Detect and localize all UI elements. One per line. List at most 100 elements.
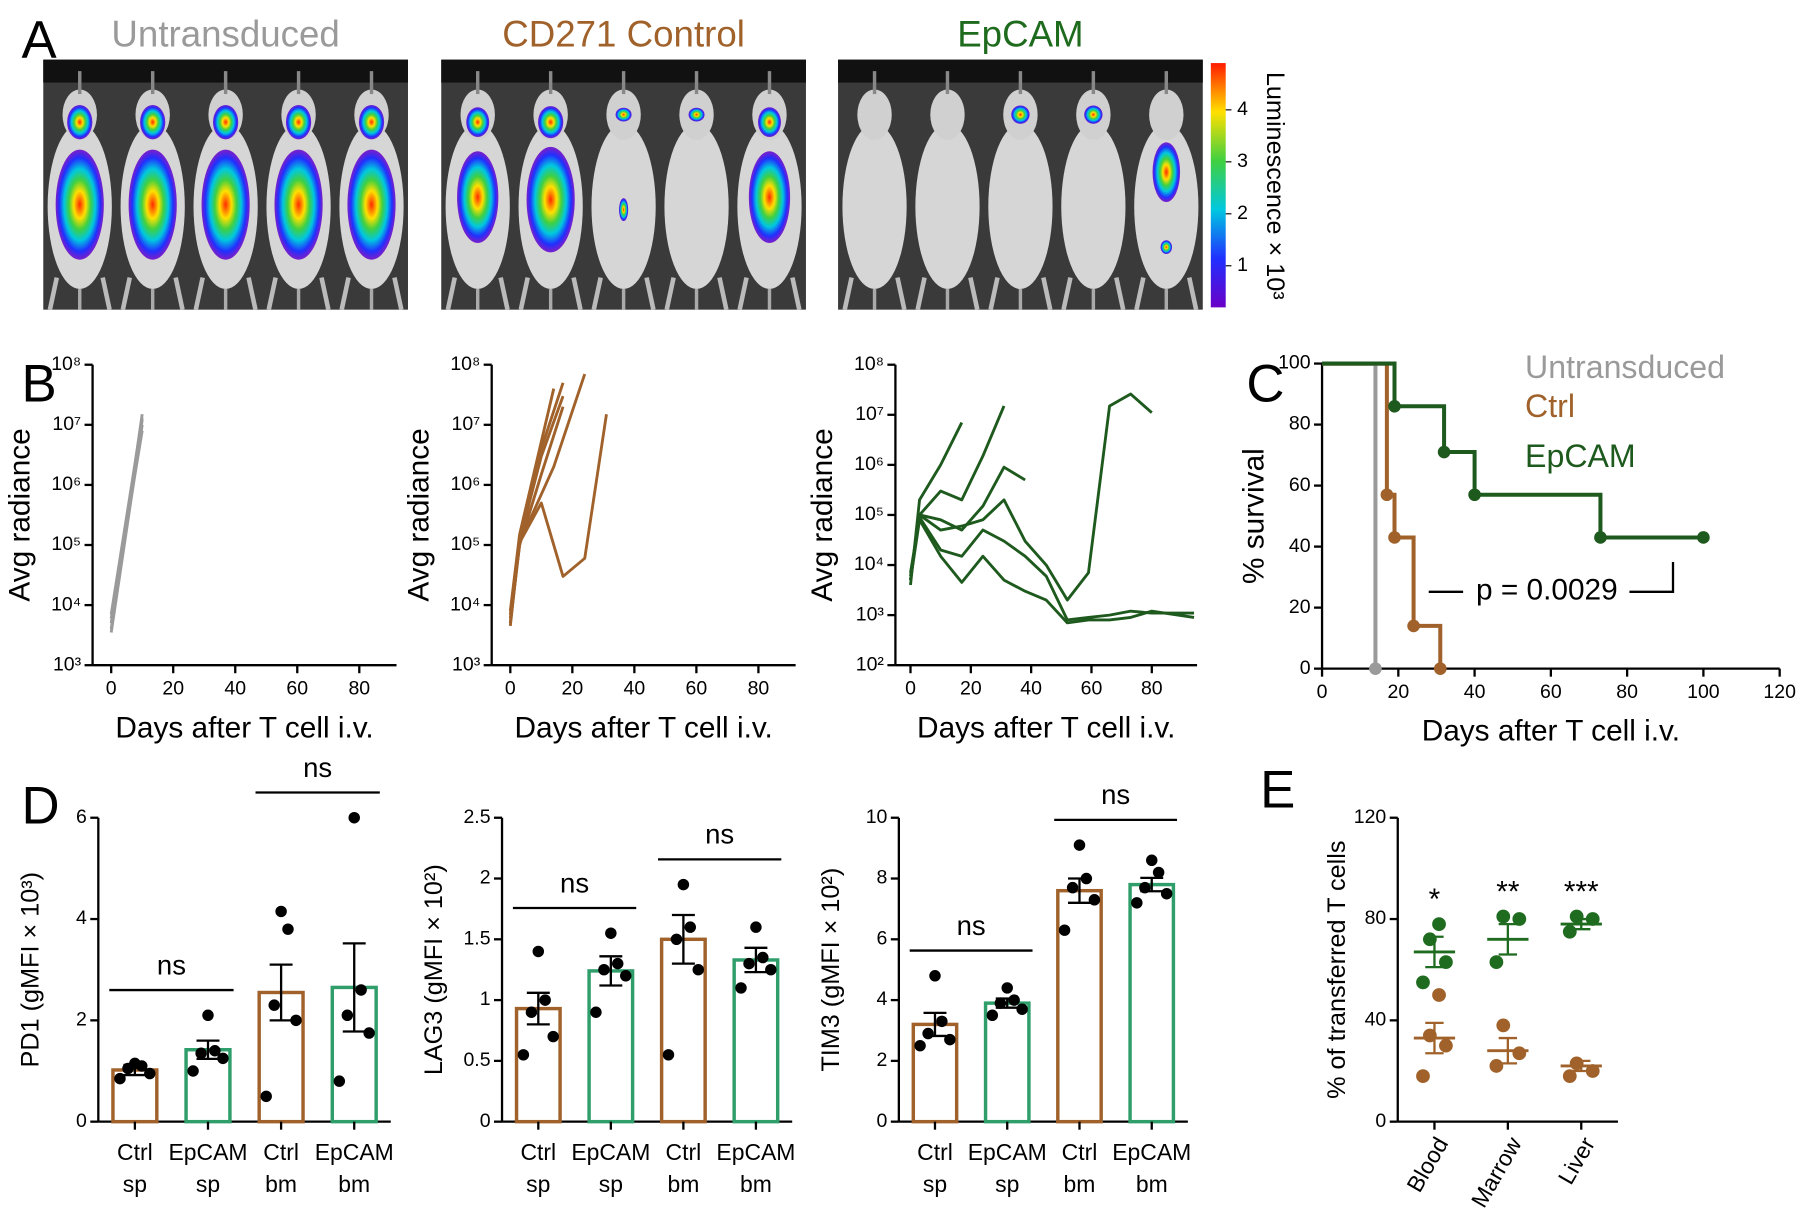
y-tick-label: 10³ (856, 603, 885, 625)
signal (619, 198, 629, 222)
annotation: p = 0.0029 (1476, 574, 1618, 607)
y-tick-label: 80 (1289, 413, 1311, 435)
y-tick-label: 10⁵ (854, 503, 884, 525)
data-point (986, 1009, 999, 1022)
y-tick-label: 100 (1278, 352, 1311, 374)
image-title: CD271 Control (502, 13, 745, 54)
significance: *** (1564, 875, 1599, 908)
data-point (539, 994, 551, 1006)
error-bar (526, 991, 550, 1026)
y-tick-label: 6 (877, 927, 888, 949)
data-point (1439, 955, 1453, 969)
data-point (1512, 912, 1527, 926)
data-point (290, 1014, 302, 1027)
error-bar (923, 1011, 947, 1038)
data-point (355, 984, 367, 996)
y-tick-label: 10⁶ (854, 453, 884, 475)
y-tick-label: 8 (877, 867, 888, 889)
mouse-leg (498, 277, 510, 311)
x-tick-label: EpCAM (716, 1139, 795, 1165)
x-tick-label: sp (599, 1171, 623, 1197)
signal (466, 107, 490, 138)
mouse-body (1134, 123, 1199, 290)
mouse-leg (1114, 277, 1126, 311)
data-point (1160, 887, 1173, 900)
legend-entry: EpCAM (1525, 438, 1636, 474)
y-tick-label: 40 (1365, 1009, 1387, 1031)
x-tick-label: Ctrl (520, 1139, 556, 1165)
y-axis-label: % survival (1237, 448, 1270, 584)
data-point (929, 970, 941, 982)
x-tick-label: Liver (1553, 1132, 1601, 1188)
y-tick-label: 6 (76, 806, 87, 828)
x-tick-label: 40 (1020, 677, 1042, 699)
data-point (1496, 909, 1511, 924)
survival-point (1388, 399, 1401, 413)
error-bar (744, 946, 768, 974)
data-point (994, 997, 1007, 1009)
panel-label: D (21, 777, 59, 836)
mouse-leg (968, 277, 980, 311)
x-tick-label: 20 (561, 677, 583, 699)
mouse-leg (717, 277, 729, 311)
x-tick-label: 80 (748, 677, 770, 699)
bar (587, 969, 635, 1124)
y-tick-label: 10 (866, 806, 888, 828)
y-tick-label: 10⁵ (51, 533, 81, 555)
data-point (662, 1049, 675, 1061)
x-tick-label: Ctrl (666, 1139, 702, 1165)
error-bar (1140, 876, 1164, 893)
data-point (684, 921, 696, 933)
significance: ns (1101, 779, 1130, 810)
y-tick-label: 2 (480, 867, 491, 889)
mouse-leg (266, 277, 278, 311)
x-tick-label: sp (123, 1171, 147, 1197)
signal (67, 104, 93, 140)
y-tick-label: 4 (76, 907, 87, 929)
mouse-leg (518, 277, 530, 311)
signal (457, 151, 499, 244)
survival-point (1369, 662, 1382, 675)
x-tick-label: 40 (224, 677, 246, 699)
data-point (217, 1052, 229, 1065)
x-tick-label: 80 (1616, 681, 1638, 703)
x-tick-label: 20 (960, 677, 982, 699)
survival-point (1407, 619, 1420, 633)
colorbar-tick-label: 4 (1237, 98, 1248, 120)
x-tick-label: 60 (1081, 677, 1103, 699)
mouse-leg (664, 277, 676, 311)
data-point (1131, 897, 1143, 909)
survival-point (1433, 662, 1447, 675)
legend-entry: Ctrl (1525, 388, 1575, 424)
y-axis-label: Avg radiance (806, 428, 839, 601)
x-tick-label: bm (338, 1171, 370, 1197)
x-tick-label: EpCAM (968, 1139, 1047, 1165)
y-tick-label: 10⁴ (450, 593, 480, 615)
mouse-body (664, 123, 729, 290)
mouse-leg (173, 277, 185, 311)
data-point (517, 1049, 530, 1061)
data-point (187, 1065, 199, 1077)
y-tick-label: 0 (877, 1110, 888, 1132)
x-tick-label: EpCAM (169, 1139, 248, 1165)
x-tick-label: EpCAM (571, 1139, 650, 1165)
x-tick-label: bm (667, 1171, 699, 1197)
y-tick-label: 0 (76, 1110, 87, 1132)
data-point (670, 933, 683, 946)
data-point (750, 921, 762, 933)
x-tick-label: bm (1136, 1171, 1168, 1197)
data-point (765, 963, 777, 976)
y-tick-label: 10⁸ (854, 353, 884, 375)
mouse-leg (895, 277, 907, 311)
y-tick-label: 10⁷ (52, 413, 81, 435)
error-bar (995, 997, 1019, 1009)
error-bar (196, 1039, 220, 1060)
data-point (677, 878, 690, 891)
data-point (1016, 1003, 1028, 1015)
data-point (260, 1090, 272, 1103)
line (909, 392, 1153, 602)
y-tick-label: 80 (1365, 907, 1387, 929)
mouse-leg (193, 277, 205, 311)
